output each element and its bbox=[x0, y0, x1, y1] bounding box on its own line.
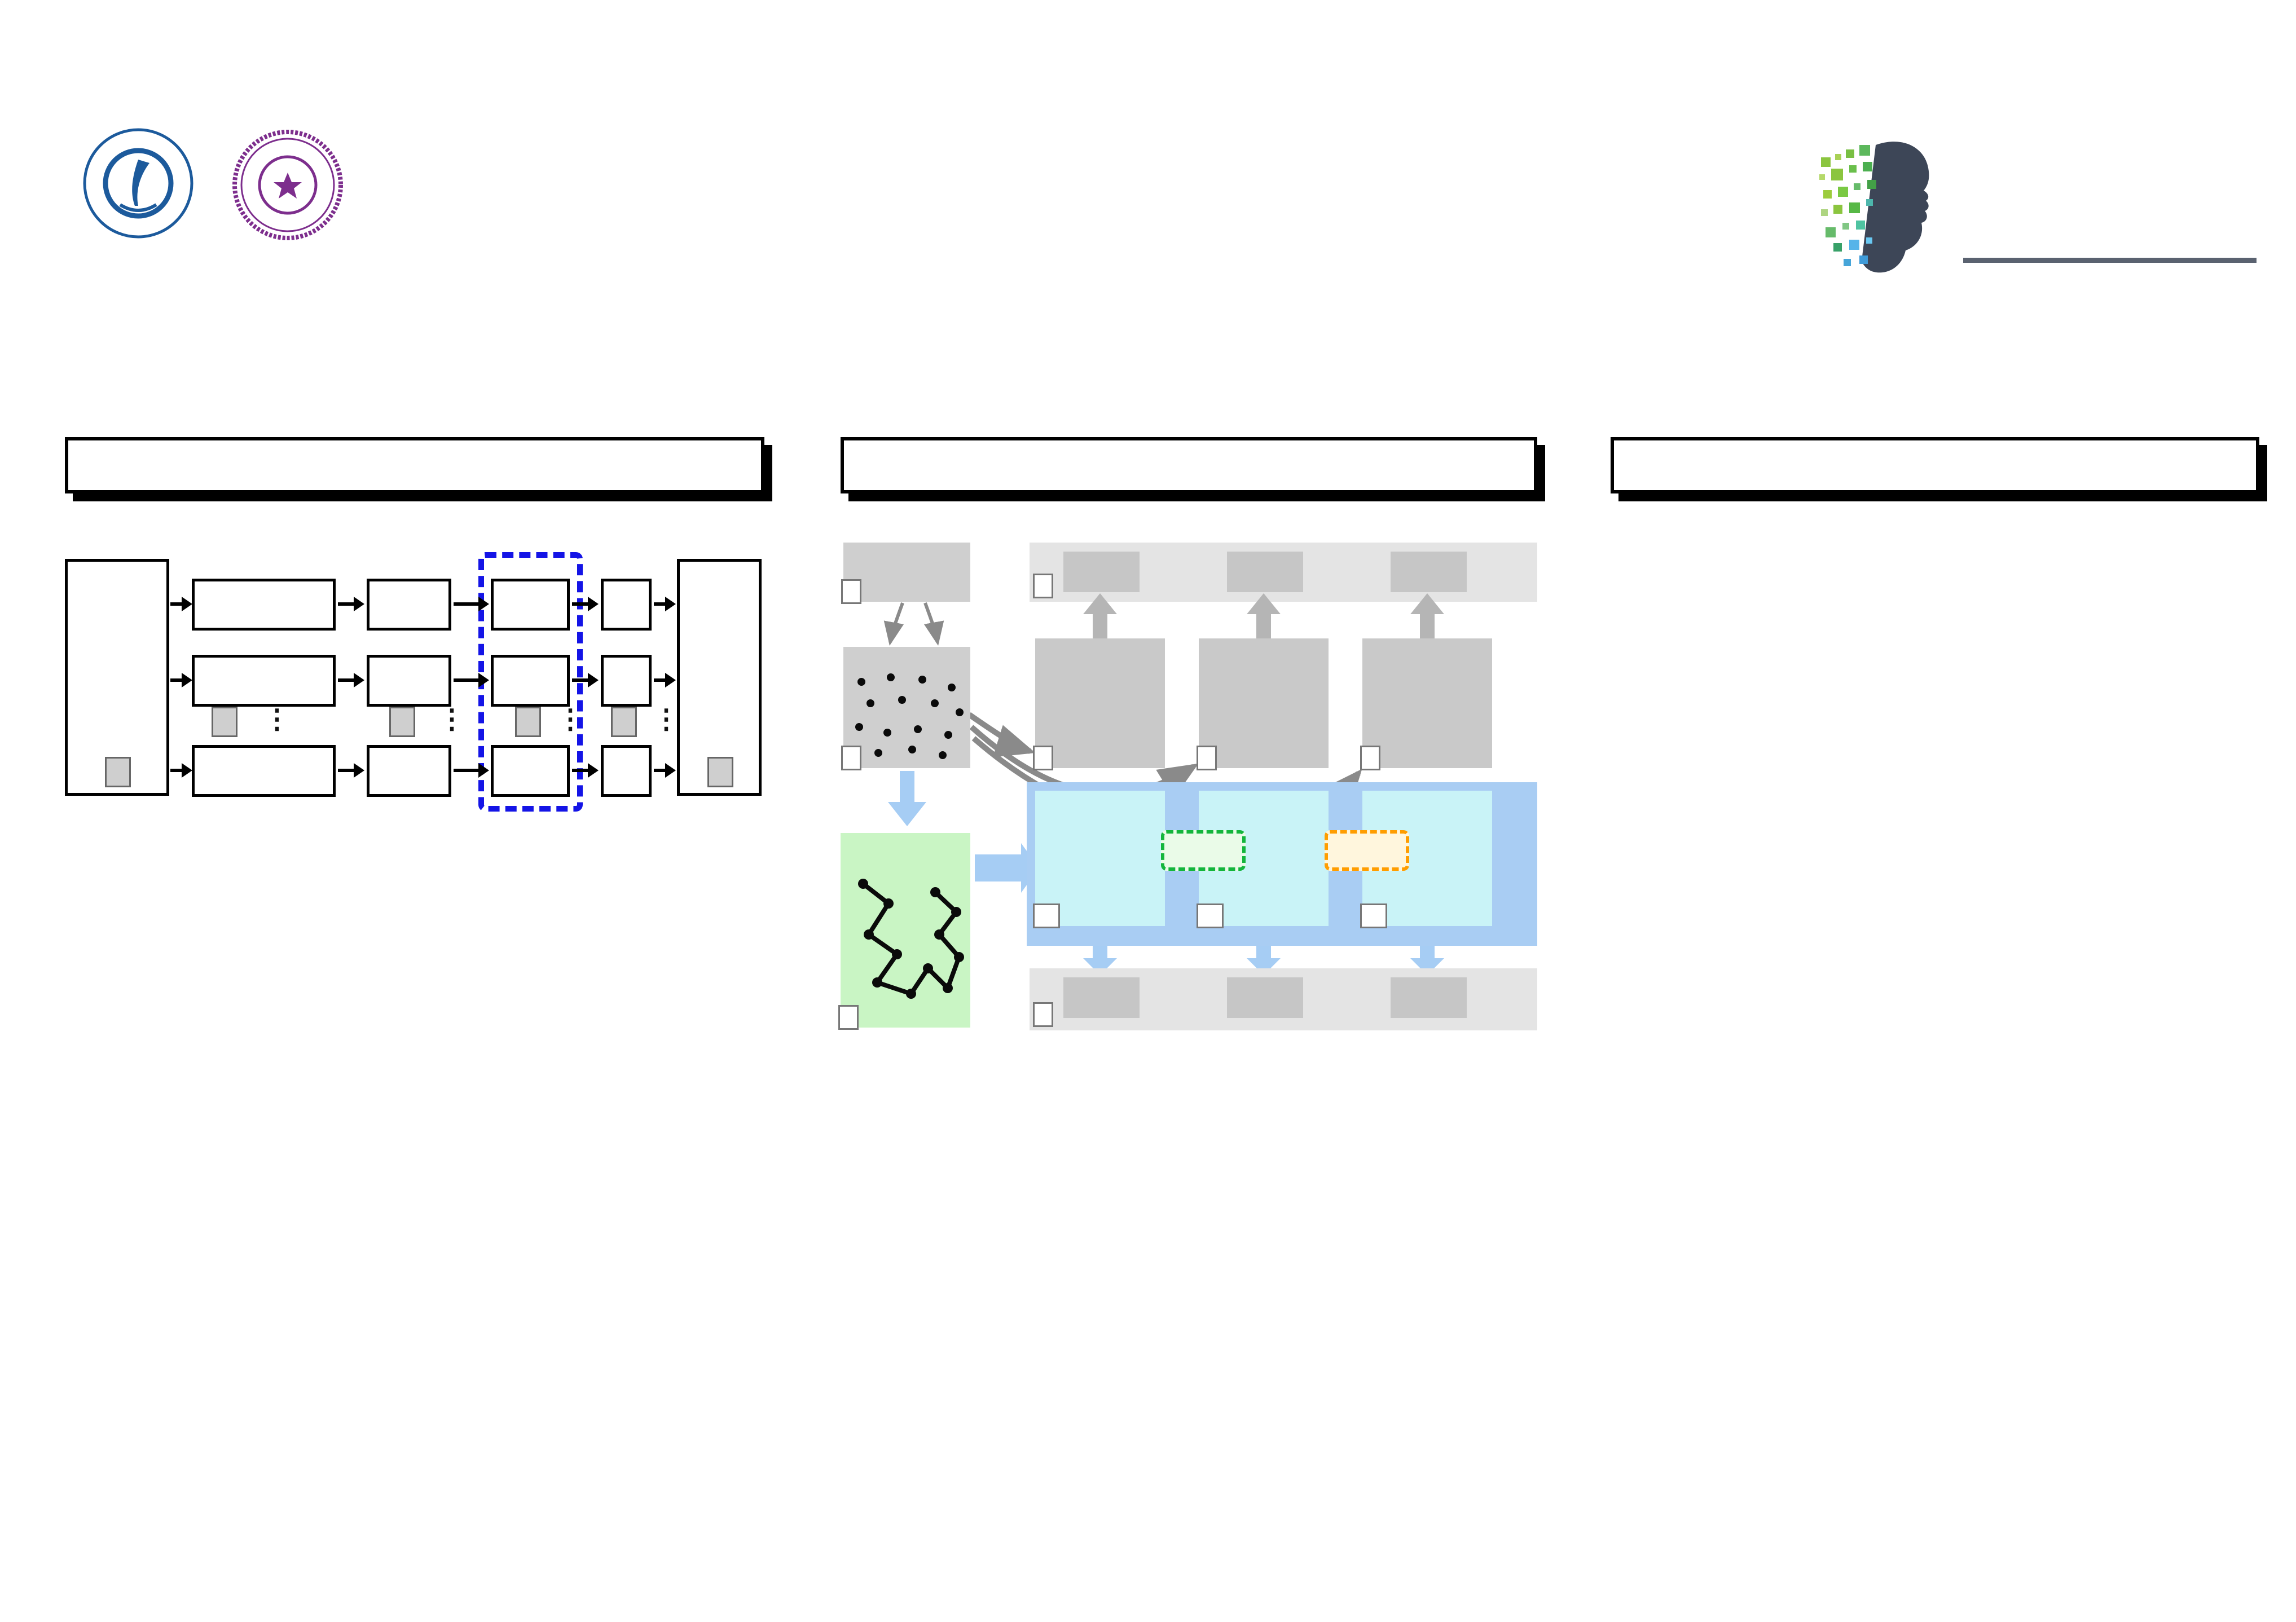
vertical-dots: ⋮ bbox=[438, 704, 467, 734]
skr-to-krylov-arrow bbox=[975, 843, 1039, 893]
pde-generator-box bbox=[841, 543, 970, 604]
solution-box-1 bbox=[601, 579, 652, 631]
systems-dots bbox=[855, 673, 964, 759]
step-badge-d bbox=[1360, 746, 1380, 770]
flow-arrow bbox=[572, 597, 599, 611]
skr-krylov-panel-1 bbox=[1033, 791, 1165, 928]
no-dataset-generation-diagram: ⋮ ⋮ ⋮ ⋮ bbox=[65, 519, 764, 827]
flow-arrow bbox=[338, 597, 364, 611]
krylov-subspace-graphic bbox=[1367, 641, 1488, 735]
introduction-section: ⋮ ⋮ ⋮ ⋮ bbox=[65, 437, 764, 841]
solution3-box bbox=[1391, 552, 1467, 592]
linear-systems-box bbox=[841, 647, 970, 770]
solution1-box bbox=[1063, 552, 1140, 592]
experiments-header-box bbox=[1611, 437, 2259, 493]
solver-box-2 bbox=[491, 655, 570, 707]
recycle-arrow-orange bbox=[1325, 830, 1409, 871]
krylov-subspace-graphic bbox=[1203, 641, 1324, 735]
pde-params-box-2 bbox=[192, 655, 336, 707]
iclr-pixels bbox=[1819, 145, 1876, 266]
krylov-panel-2 bbox=[1197, 638, 1329, 770]
step-badge-e bbox=[1033, 1002, 1053, 1027]
krylov-panel-1 bbox=[1033, 638, 1165, 770]
linear-system-box-1 bbox=[367, 579, 451, 631]
step-badge-d bbox=[1033, 746, 1053, 770]
flow-arrow bbox=[572, 673, 599, 687]
step-badge-c bbox=[838, 1005, 859, 1030]
down-block-arrows bbox=[1083, 941, 1444, 975]
flow-arrow bbox=[454, 673, 489, 687]
vertical-dots: ⋮ bbox=[653, 704, 681, 734]
generator-to-systems-arrows bbox=[883, 602, 944, 646]
tsinghua-star bbox=[274, 173, 302, 199]
up-block-arrows bbox=[1083, 593, 1444, 640]
step-badge-a bbox=[841, 579, 861, 604]
step-badge-d bbox=[1197, 746, 1217, 770]
flow-arrow bbox=[572, 763, 599, 778]
solution3-box bbox=[1391, 977, 1467, 1018]
step-badge-e bbox=[1033, 574, 1053, 598]
dataset-top-band bbox=[1030, 543, 1537, 602]
step-badge-6 bbox=[707, 757, 733, 787]
flow-arrow bbox=[170, 673, 192, 687]
flow-arrow bbox=[654, 763, 676, 778]
solution-box-2 bbox=[601, 655, 652, 707]
step-badge-d3 bbox=[1360, 903, 1387, 928]
ustc-logo bbox=[83, 128, 193, 239]
ustc-book-shape bbox=[119, 203, 157, 212]
solver-box-n bbox=[491, 745, 570, 797]
pde-params-box-n bbox=[192, 745, 336, 797]
pde-generator-box bbox=[65, 559, 169, 796]
vertical-dots: ⋮ bbox=[557, 704, 585, 734]
iclr-face-icon bbox=[1819, 142, 1929, 273]
step-badge-5 bbox=[611, 707, 637, 737]
flow-arrow bbox=[454, 597, 489, 611]
krylov-subspace-graphic bbox=[1040, 793, 1160, 888]
krylov-panel-3 bbox=[1360, 638, 1492, 770]
step-badge-3 bbox=[389, 707, 415, 737]
flow-arrow bbox=[454, 763, 489, 778]
dataset-bottom-band bbox=[1030, 968, 1537, 1030]
vertical-dots: ⋮ bbox=[263, 704, 292, 734]
solution-box-n bbox=[601, 745, 652, 797]
recycle-arrow-green bbox=[1161, 830, 1246, 871]
sort-arrow bbox=[888, 771, 926, 826]
pde-params-box-1 bbox=[192, 579, 336, 631]
skr-path-graphic bbox=[858, 879, 964, 999]
flow-arrow bbox=[338, 673, 364, 687]
solution2-box bbox=[1227, 552, 1303, 592]
step-badge-d2 bbox=[1197, 903, 1224, 928]
flow-arrow bbox=[654, 673, 676, 687]
flow-arrow bbox=[654, 597, 676, 611]
introduction-header-box bbox=[65, 437, 764, 493]
solver-box-1 bbox=[491, 579, 570, 631]
step-badge-d1 bbox=[1033, 903, 1060, 928]
methodology-header-box bbox=[841, 437, 1537, 493]
methodology-section bbox=[838, 437, 1537, 1076]
flow-arrow bbox=[170, 763, 192, 778]
dataset-box bbox=[677, 559, 762, 796]
skr-flow-diagram bbox=[838, 517, 1537, 1061]
step-badge-4 bbox=[515, 707, 541, 737]
tolerance-time-chart bbox=[1611, 517, 2259, 963]
flow-arrow bbox=[338, 763, 364, 778]
flow-arrow bbox=[170, 597, 192, 611]
solution1-box bbox=[1063, 977, 1140, 1018]
step-badge-b bbox=[841, 746, 861, 770]
iclr-underline bbox=[1963, 258, 2257, 263]
linear-system-box-2 bbox=[367, 655, 451, 707]
krylov-subspace-graphic bbox=[1040, 641, 1160, 735]
experiments-section bbox=[1611, 437, 2259, 993]
tsinghua-logo bbox=[232, 130, 343, 240]
linear-system-box-n bbox=[367, 745, 451, 797]
skr-box bbox=[838, 833, 970, 1030]
iclr-logo bbox=[1816, 133, 2262, 290]
solution2-box bbox=[1227, 977, 1303, 1018]
step-badge-1 bbox=[105, 757, 131, 787]
ustc-sail-shape bbox=[132, 160, 149, 206]
step-badge-2 bbox=[212, 707, 237, 737]
